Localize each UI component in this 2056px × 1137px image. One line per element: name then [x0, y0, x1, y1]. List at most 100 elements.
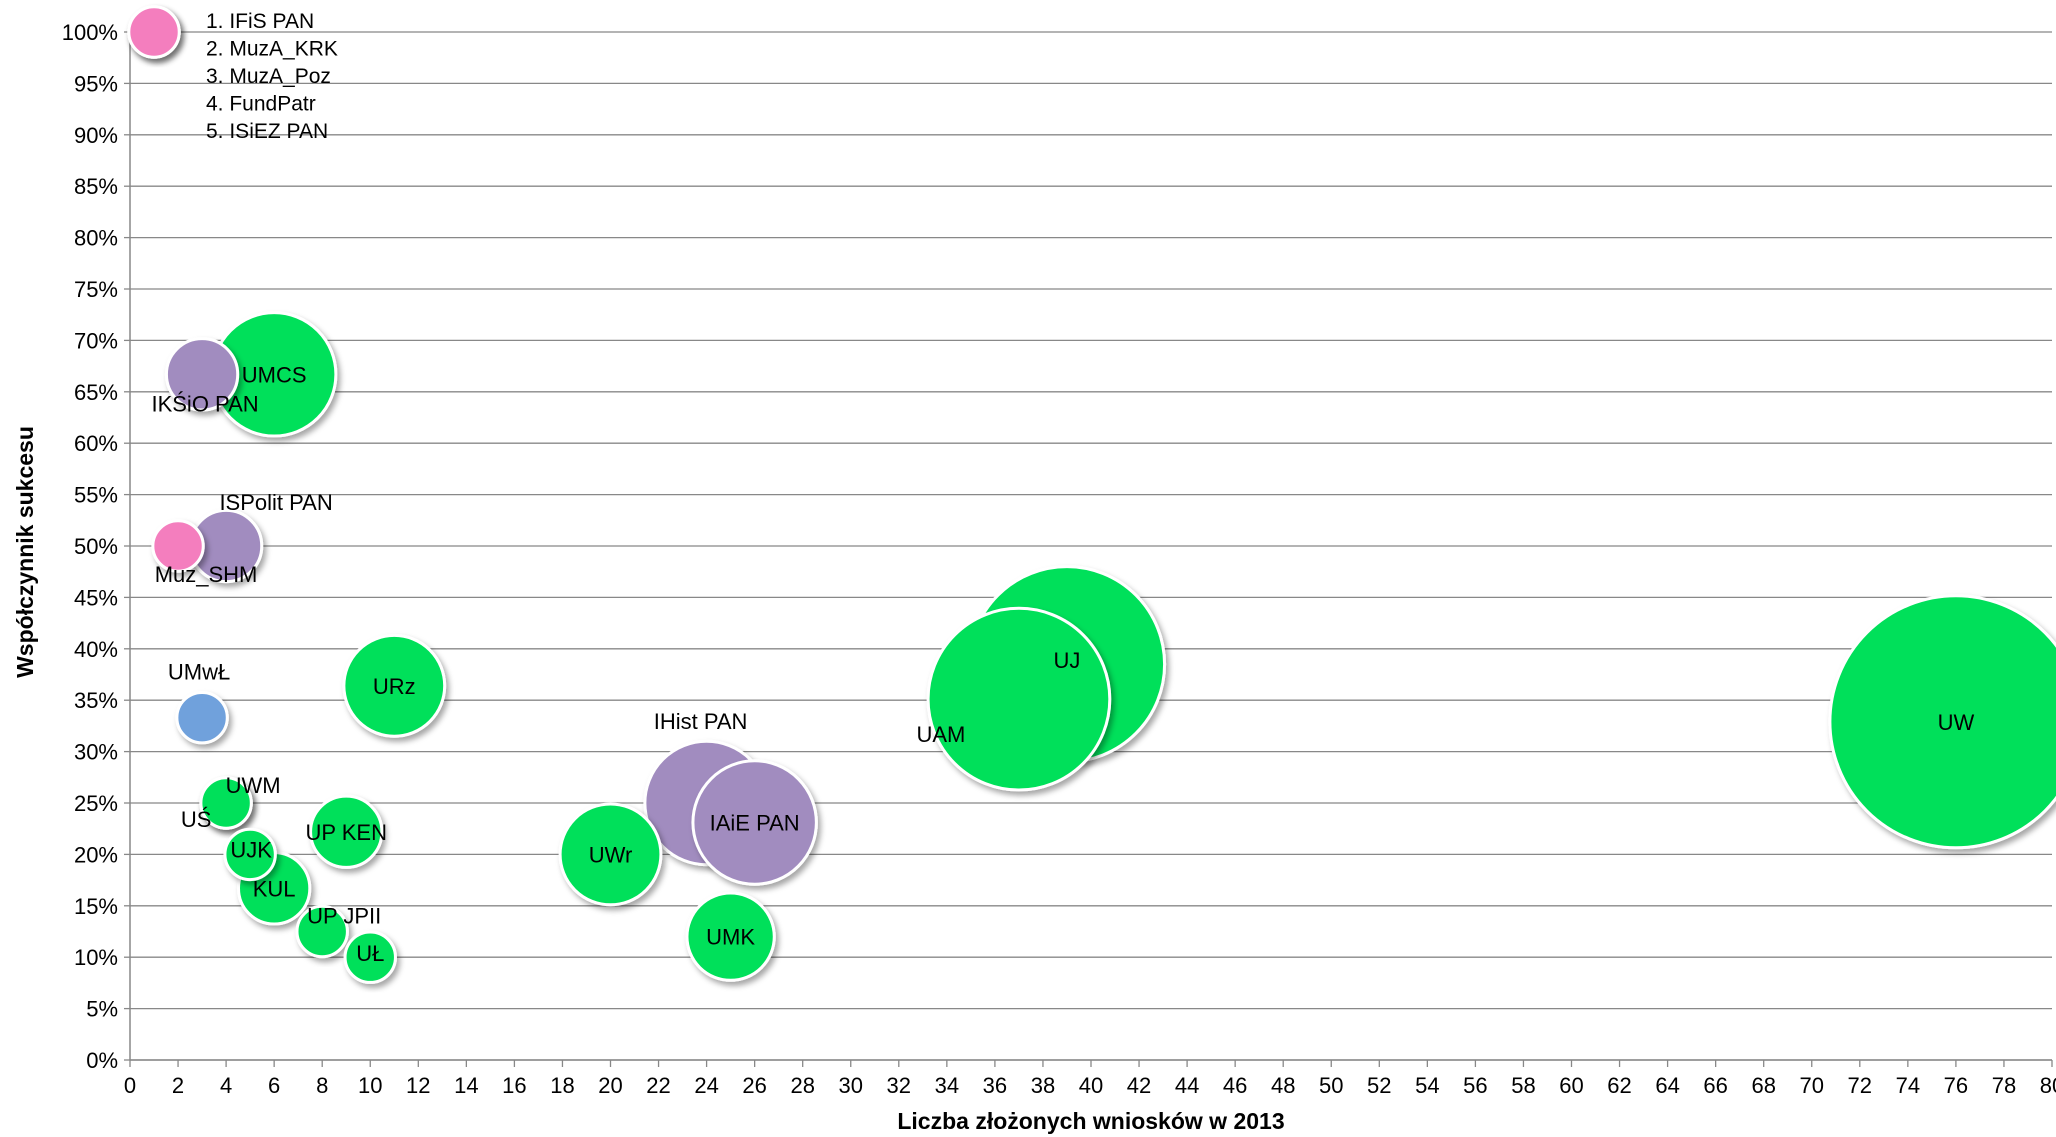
y-tick-label: 45%	[74, 585, 118, 610]
x-tick-label: 20	[598, 1073, 622, 1098]
bubble	[926, 606, 1112, 792]
bubble	[558, 802, 663, 907]
y-tick-labels: 0% 5% 10% 15% 20% 25% 30% 35% 40% 45% 50% 55% 60% 65%…	[62, 20, 130, 1073]
x-tick-label: 80	[2040, 1073, 2056, 1098]
x-tick-label: 60	[1559, 1073, 1583, 1098]
y-tick-label: 35%	[74, 688, 118, 713]
y-tick-label: 50%	[74, 534, 118, 559]
y-tick-label: 30%	[74, 740, 118, 765]
bubble-label: Muz_SHM	[155, 562, 258, 587]
x-tick-label: 66	[1703, 1073, 1727, 1098]
bubble-label: KUL	[253, 876, 296, 901]
x-tick-label: 78	[1992, 1073, 2016, 1098]
bubble-label: UAM	[916, 722, 965, 747]
x-tick-label: 52	[1367, 1073, 1391, 1098]
bubbles	[127, 5, 2056, 984]
x-tick-label: 32	[887, 1073, 911, 1098]
y-tick-label: 25%	[74, 791, 118, 816]
bubble-label: UMK	[706, 925, 755, 950]
bubble	[309, 794, 384, 869]
x-tick-label: 44	[1175, 1073, 1199, 1098]
x-tick-label: 22	[646, 1073, 670, 1098]
bubble	[691, 759, 818, 886]
x-axis-title: Liczba złożonych wniosków w 2013	[897, 1108, 1284, 1134]
x-tick-label: 6	[268, 1073, 280, 1098]
annotation-item: 3. MuzA_Poz	[206, 65, 331, 88]
y-tick-label: 95%	[74, 71, 118, 96]
annotation-item: 4. FundPatr	[206, 93, 316, 116]
bubble-label: IHist PAN	[654, 709, 748, 734]
y-tick-label: 70%	[74, 328, 118, 353]
x-tick-label: 24	[694, 1073, 718, 1098]
x-tick-label: 76	[1944, 1073, 1968, 1098]
y-axis-title: Współczynnik sukcesu	[12, 426, 38, 678]
bubble	[685, 891, 776, 982]
y-tick-label: 100%	[62, 20, 118, 45]
bubble-label: UWr	[589, 842, 633, 867]
bubble-label: UWM	[226, 773, 281, 798]
bubble-labels: UMCS IKŚiO PAN ISPolit PAN Muz_SHM UMwŁ URz UW…	[151, 362, 1974, 966]
bubble-label: UP JPII	[307, 904, 381, 929]
y-tick-label: 5%	[86, 997, 118, 1022]
gridlines	[130, 31, 2052, 1061]
x-tick-label: 34	[935, 1073, 959, 1098]
bubble	[199, 776, 253, 830]
bubble-label: UW	[1938, 710, 1975, 735]
x-tick-label: 56	[1463, 1073, 1487, 1098]
x-tick-label: 14	[454, 1073, 478, 1098]
x-tick-label: 28	[790, 1073, 814, 1098]
bubble	[151, 519, 205, 573]
bubble-label: IKŚiO PAN	[151, 391, 258, 416]
bubble-label: UMwŁ	[168, 660, 230, 685]
y-tick-label: 65%	[74, 380, 118, 405]
y-tick-label: 80%	[74, 226, 118, 251]
x-tick-label: 18	[550, 1073, 574, 1098]
x-tick-label: 30	[839, 1073, 863, 1098]
x-tick-label: 58	[1511, 1073, 1535, 1098]
y-tick-label: 0%	[86, 1048, 118, 1073]
annotation-item: 5. ISiEZ PAN	[206, 120, 328, 143]
bubble	[1828, 594, 2056, 850]
bubble-label: UŁ	[356, 941, 384, 966]
x-tick-labels: 0 2 4 6 8 10 12 14 16 18 20 22 24 26 28 30 32 34 36 38 40 42 4…	[124, 1060, 2056, 1098]
bubble	[175, 690, 229, 745]
x-tick-label: 50	[1319, 1073, 1343, 1098]
x-tick-label: 48	[1271, 1073, 1295, 1098]
y-tick-label: 55%	[74, 483, 118, 508]
x-tick-label: 8	[316, 1073, 328, 1098]
bubble	[223, 827, 277, 882]
annotation-item: 2. MuzA_KRK	[206, 38, 338, 61]
x-tick-label: 2	[172, 1073, 184, 1098]
bubble-label: UP KEN	[305, 820, 387, 845]
x-tick-label: 64	[1655, 1073, 1679, 1098]
x-tick-label: 40	[1079, 1073, 1103, 1098]
x-tick-label: 74	[1896, 1073, 1920, 1098]
bubble	[343, 930, 397, 984]
x-tick-label: 46	[1223, 1073, 1247, 1098]
x-tick-label: 10	[358, 1073, 382, 1098]
x-tick-label: 36	[983, 1073, 1007, 1098]
annotation-list: 1. IFiS PAN 2. MuzA_KRK 3. MuzA_Poz 4. Fund…	[206, 10, 338, 143]
x-tick-label: 16	[502, 1073, 526, 1098]
x-tick-label: 26	[742, 1073, 766, 1098]
x-tick-label: 0	[124, 1073, 136, 1098]
x-tick-label: 54	[1415, 1073, 1439, 1098]
y-tick-label: 20%	[74, 842, 118, 867]
bubble	[164, 337, 240, 412]
bubble-label: IAiE PAN	[710, 811, 800, 836]
annotation-item: 1. IFiS PAN	[206, 10, 314, 33]
x-tick-label: 62	[1607, 1073, 1631, 1098]
bubble-label: UMCS	[242, 362, 307, 387]
x-tick-label: 68	[1751, 1073, 1775, 1098]
y-tick-label: 15%	[74, 894, 118, 919]
x-tick-label: 72	[1848, 1073, 1872, 1098]
bubble-label: UJ	[1054, 648, 1081, 673]
bubble-label: UJK	[230, 837, 272, 862]
y-tick-label: 75%	[74, 277, 118, 302]
bubble	[342, 633, 447, 738]
x-tick-label: 70	[1800, 1073, 1824, 1098]
bubble-label: ISPolit PAN	[219, 490, 332, 515]
x-tick-label: 42	[1127, 1073, 1151, 1098]
x-tick-label: 12	[406, 1073, 430, 1098]
